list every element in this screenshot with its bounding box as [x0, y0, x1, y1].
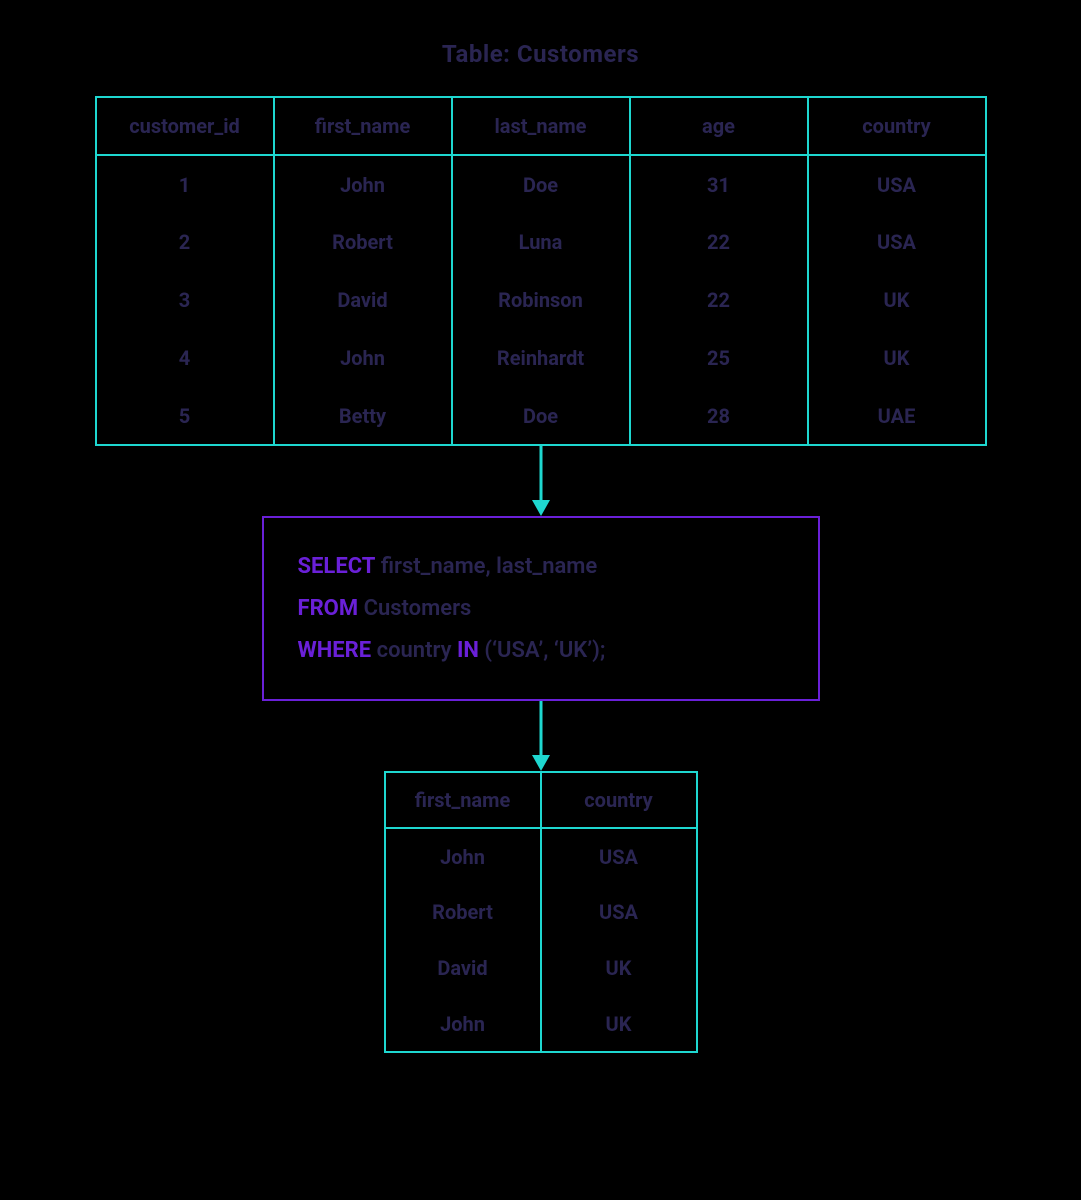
- table-cell: Doe: [452, 155, 630, 213]
- sql-keyword: IN: [457, 638, 479, 663]
- table-cell: USA: [808, 213, 986, 271]
- arrow-down-1: [60, 446, 1021, 516]
- table-cell: UAE: [808, 387, 986, 445]
- sql-text: first_name, last_name: [375, 554, 597, 579]
- sql-text: country: [371, 638, 457, 663]
- table-cell: USA: [541, 884, 697, 940]
- column-header: first_name: [274, 97, 452, 155]
- arrow-down-2: [60, 701, 1021, 771]
- table-row: 3DavidRobinson22UK: [96, 271, 986, 329]
- table-cell: 31: [630, 155, 808, 213]
- table-row: RobertUSA: [385, 884, 697, 940]
- table-cell: USA: [808, 155, 986, 213]
- table-row: 2RobertLuna22USA: [96, 213, 986, 271]
- table-cell: UK: [808, 271, 986, 329]
- table-cell: UK: [808, 329, 986, 387]
- table-cell: 4: [96, 329, 274, 387]
- table-row: 1JohnDoe31USA: [96, 155, 986, 213]
- table-cell: 28: [630, 387, 808, 445]
- sql-keyword: FROM: [298, 596, 359, 621]
- table-cell: 25: [630, 329, 808, 387]
- table-cell: 22: [630, 213, 808, 271]
- sql-text: (‘USA’, ‘UK’);: [479, 638, 605, 663]
- table-cell: Luna: [452, 213, 630, 271]
- table-cell: 22: [630, 271, 808, 329]
- table-row: JohnUSA: [385, 828, 697, 884]
- table-cell: Betty: [274, 387, 452, 445]
- column-header: age: [630, 97, 808, 155]
- table-cell: 2: [96, 213, 274, 271]
- table-cell: Reinhardt: [452, 329, 630, 387]
- table-cell: John: [274, 155, 452, 213]
- sql-text: Customers: [358, 596, 471, 621]
- column-header: last_name: [452, 97, 630, 155]
- table-row: JohnUK: [385, 996, 697, 1052]
- column-header: first_name: [385, 772, 541, 828]
- page-title: Table: Customers: [60, 40, 1021, 68]
- table-cell: UK: [541, 940, 697, 996]
- table-row: 4JohnReinhardt25UK: [96, 329, 986, 387]
- table-cell: John: [274, 329, 452, 387]
- table-cell: Robinson: [452, 271, 630, 329]
- customers-table: customer_idfirst_namelast_nameagecountry…: [95, 96, 987, 446]
- result-table: first_namecountry JohnUSARobertUSADavidU…: [384, 771, 698, 1053]
- table-row: DavidUK: [385, 940, 697, 996]
- table-cell: John: [385, 996, 541, 1052]
- table-row: 5BettyDoe28UAE: [96, 387, 986, 445]
- column-header: country: [541, 772, 697, 828]
- column-header: customer_id: [96, 97, 274, 155]
- table-cell: Doe: [452, 387, 630, 445]
- sql-keyword: WHERE: [298, 638, 372, 663]
- table-cell: Robert: [385, 884, 541, 940]
- sql-query-box: SELECT first_name, last_name FROM Custome…: [262, 516, 820, 701]
- table-cell: 3: [96, 271, 274, 329]
- table-cell: UK: [541, 996, 697, 1052]
- table-cell: Robert: [274, 213, 452, 271]
- table-cell: David: [385, 940, 541, 996]
- column-header: country: [808, 97, 986, 155]
- table-cell: USA: [541, 828, 697, 884]
- table-cell: John: [385, 828, 541, 884]
- table-cell: David: [274, 271, 452, 329]
- table-cell: 1: [96, 155, 274, 213]
- table-cell: 5: [96, 387, 274, 445]
- sql-keyword: SELECT: [298, 554, 376, 579]
